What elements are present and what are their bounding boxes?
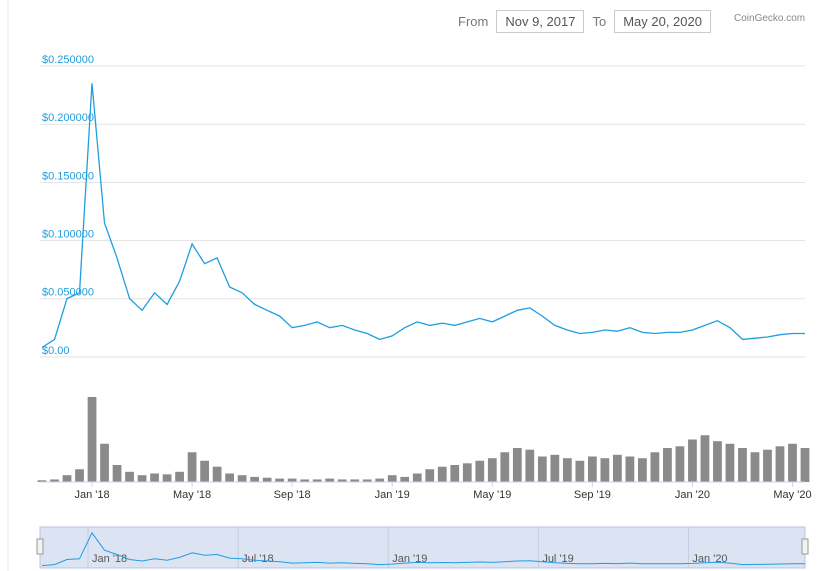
volume-bar: [750, 452, 760, 482]
x-tick-label: Jan '20: [675, 489, 710, 501]
volume-bar: [62, 475, 72, 482]
volume-bar: [612, 454, 622, 482]
volume-bar: [237, 475, 247, 482]
volume-bar: [562, 458, 572, 482]
y-tick-label: $0.250000: [42, 54, 94, 66]
volume-bar: [287, 478, 297, 482]
volume-bar: [225, 473, 235, 482]
volume-bar: [200, 460, 209, 482]
volume-bar: [75, 469, 84, 482]
volume-bar: [400, 476, 410, 482]
volume-bar: [462, 463, 472, 482]
navigator-handle[interactable]: [36, 538, 44, 555]
volume-bar: [550, 454, 560, 482]
volume-bar: [663, 448, 672, 482]
volume-bar: [688, 439, 697, 482]
volume-bar: [325, 478, 335, 482]
x-tick-label: May '19: [473, 489, 511, 501]
volume-bar: [537, 456, 547, 482]
volume-bar: [788, 443, 797, 482]
volume-bar: [700, 435, 710, 482]
volume-bar: [525, 449, 535, 482]
to-label: To: [592, 14, 607, 29]
volume-bar: [150, 473, 159, 482]
volume-bar: [125, 471, 134, 482]
x-tick-label: May '18: [173, 489, 211, 501]
y-tick-label: $0.200000: [42, 112, 94, 124]
volume-bar: [763, 449, 772, 482]
volume-bar: [450, 465, 460, 482]
volume-bar: [412, 473, 422, 482]
volume-bar: [300, 479, 310, 482]
volume-bar: [100, 443, 109, 482]
volume-bar: [362, 479, 372, 482]
volume-bar: [50, 479, 59, 482]
volume-bar: [312, 479, 322, 482]
x-tick-label: Sep '18: [274, 489, 311, 501]
volume-bar: [350, 479, 360, 482]
x-tick-label: Jan '18: [74, 489, 109, 501]
volume-bar: [475, 460, 485, 482]
to-input[interactable]: May 20, 2020: [614, 10, 711, 33]
volume-bar: [775, 446, 785, 482]
navigator-label: Jan '19: [392, 553, 427, 565]
from-label: From: [458, 14, 489, 29]
y-tick-label: $0.050000: [42, 287, 94, 299]
volume-bar: [713, 441, 722, 482]
volume-bar: [112, 465, 122, 482]
y-tick-label: $0.100000: [42, 229, 94, 241]
volume-bar: [37, 480, 47, 482]
volume-bar: [275, 478, 285, 482]
volume-bar: [487, 458, 497, 482]
volume-bar: [675, 446, 685, 482]
navigator-label: Jul '18: [242, 553, 273, 565]
volume-bar: [87, 397, 97, 482]
volume-bar: [137, 475, 147, 482]
credit[interactable]: CoinGecko.com: [734, 13, 806, 24]
navigator-line: [41, 531, 805, 567]
volume-bar: [600, 458, 610, 482]
y-tick-label: $0.150000: [42, 170, 94, 182]
x-tick-label: Sep '19: [574, 489, 611, 501]
volume-bar: [187, 452, 197, 482]
volume-bar: [337, 479, 347, 482]
volume-bar: [212, 466, 222, 482]
volume-bar: [500, 452, 510, 482]
volume-bar: [375, 478, 385, 482]
volume-bar: [175, 471, 184, 482]
volume-bar: [638, 458, 647, 482]
from-input[interactable]: Nov 9, 2017: [496, 10, 585, 33]
volume-bar: [650, 452, 660, 482]
volume-bar: [625, 456, 635, 482]
volume-bar: [162, 474, 172, 482]
y-tick-label: $0.00: [42, 345, 70, 357]
volume-bar: [725, 443, 735, 482]
volume-bar: [387, 475, 397, 482]
volume-bar: [425, 469, 435, 482]
volume-bar: [575, 460, 585, 482]
volume-bar: [437, 466, 447, 482]
volume-bar: [262, 477, 272, 482]
volume-bar: [250, 476, 260, 482]
x-tick-label: Jan '19: [375, 489, 410, 501]
volume-bar: [800, 448, 810, 482]
date-range: From Nov 9, 2017 To May 20, 2020: [458, 10, 719, 33]
price-line: [41, 83, 805, 349]
volume-bar: [587, 456, 597, 482]
volume-bar: [512, 448, 522, 482]
x-tick-label: May '20: [773, 489, 811, 501]
navigator-handle[interactable]: [801, 538, 809, 555]
volume-bar: [738, 448, 747, 482]
navigator-label: Jan '18: [92, 553, 127, 565]
